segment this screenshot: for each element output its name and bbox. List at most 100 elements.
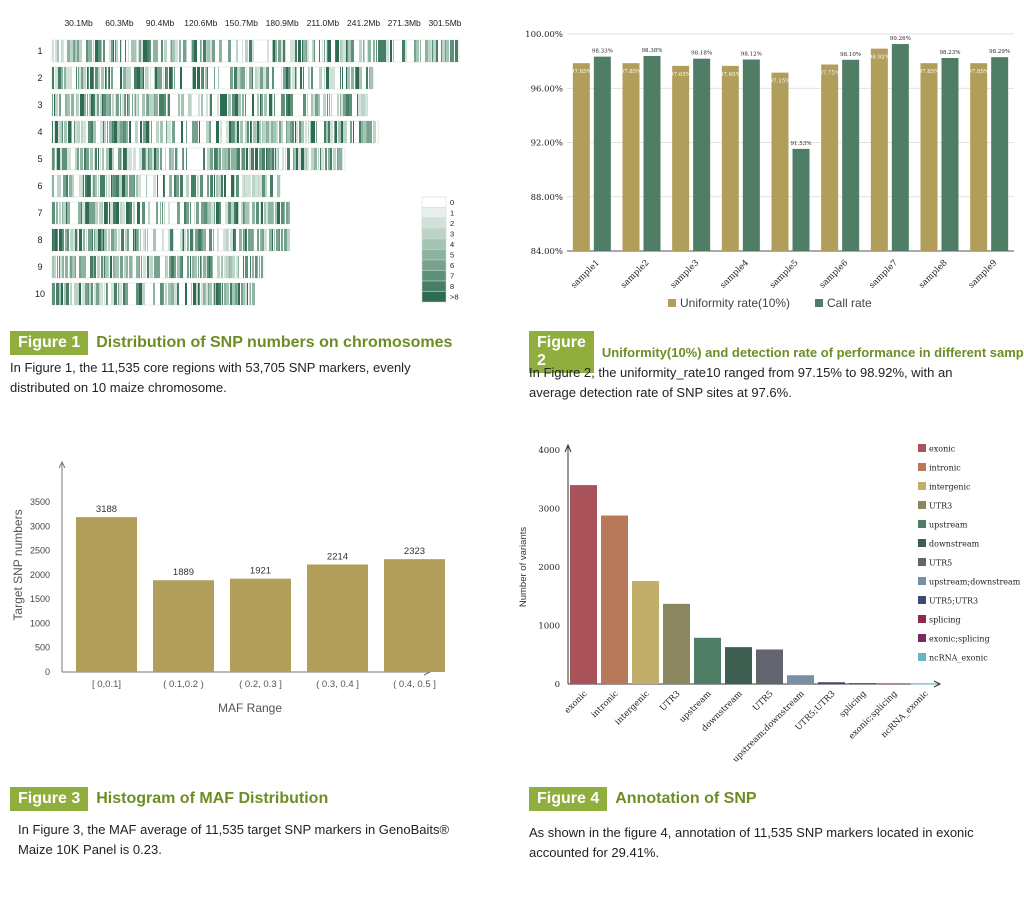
snp-density-stripe [131, 175, 134, 197]
maf-bar [307, 564, 368, 672]
snp-density-stripe [62, 40, 64, 62]
snp-density-stripe [209, 229, 212, 251]
snp-density-stripe [143, 229, 145, 251]
snp-density-stripe [276, 148, 278, 170]
snp-density-stripe [341, 94, 343, 116]
legend-swatch [918, 558, 926, 566]
snp-density-stripe [159, 94, 162, 116]
snp-density-stripe [98, 148, 99, 170]
snp-density-stripe [99, 283, 100, 305]
snp-density-stripe [85, 67, 86, 89]
snp-density-stripe [77, 121, 80, 143]
snp-density-stripe [234, 67, 237, 89]
snp-density-stripe [136, 229, 138, 251]
snp-density-stripe [320, 148, 321, 170]
snp-density-stripe [244, 175, 245, 197]
y-tick-label: 0 [45, 667, 50, 677]
snp-density-stripe [106, 67, 107, 89]
snp-density-stripe [164, 202, 165, 224]
snp-density-stripe [123, 67, 126, 89]
snp-density-stripe [304, 148, 306, 170]
snp-density-stripe [288, 94, 290, 116]
snp-density-stripe [87, 67, 88, 89]
snp-density-stripe [121, 148, 122, 170]
snp-density-stripe [364, 40, 365, 62]
chromosome-bar [51, 39, 460, 63]
snp-density-stripe [163, 67, 164, 89]
annotation-bar [663, 603, 690, 684]
uniformity-bar [870, 48, 888, 252]
figure-4-title: Annotation of SNP [615, 790, 757, 807]
figure-2-caption: Figure 2 Uniformity(10%) and detection r… [529, 331, 1024, 373]
snp-density-stripe [121, 229, 124, 251]
snp-density-stripe [123, 148, 126, 170]
figure-4-description: As shown in the figure 4, annotation of … [529, 823, 974, 863]
snp-density-stripe [91, 283, 93, 305]
data-label: 97.75% [819, 71, 840, 77]
snp-density-stripe [266, 67, 268, 89]
snp-density-stripe [246, 67, 247, 89]
snp-density-stripe [52, 148, 54, 170]
snp-density-stripe [245, 148, 246, 170]
snp-density-stripe [122, 202, 125, 224]
snp-density-stripe [295, 67, 296, 89]
snp-density-stripe [284, 229, 287, 251]
snp-density-stripe [55, 229, 57, 251]
snp-density-stripe [52, 40, 54, 62]
snp-density-stripe [244, 202, 245, 224]
snp-density-stripe [271, 121, 273, 143]
snp-density-stripe [78, 67, 79, 89]
y-tick-label: 0 [555, 680, 560, 690]
snp-density-stripe [365, 94, 368, 116]
snp-density-stripe [109, 67, 110, 89]
snp-density-stripe [324, 121, 326, 143]
annotation-bar [880, 683, 907, 685]
snp-density-stripe [157, 256, 160, 278]
call-rate-bar [643, 55, 661, 251]
snp-density-stripe [210, 148, 213, 170]
snp-density-stripe [308, 121, 309, 143]
snp-density-stripe [228, 229, 229, 251]
snp-density-stripe [238, 202, 239, 224]
snp-density-stripe [316, 121, 317, 143]
snp-density-stripe [65, 256, 68, 278]
snp-density-stripe [266, 202, 268, 224]
annotation-bar [849, 683, 876, 684]
snp-density-stripe [233, 229, 234, 251]
snp-density-stripe [55, 40, 57, 62]
snp-density-stripe [207, 175, 209, 197]
snp-density-stripe [416, 40, 419, 62]
x-tick-label: ( 0.4, 0.5 ] [393, 679, 436, 690]
snp-density-stripe [62, 229, 64, 251]
snp-density-stripe [75, 121, 77, 143]
snp-density-stripe [167, 94, 168, 116]
snp-density-stripe [83, 256, 86, 278]
snp-density-stripe [276, 121, 277, 143]
legend-swatch [918, 634, 926, 642]
snp-density-stripe [286, 67, 288, 89]
snp-density-stripe [282, 148, 284, 170]
snp-density-stripe [198, 229, 201, 251]
legend-swatch [421, 249, 447, 261]
snp-density-stripe [325, 148, 327, 170]
snp-density-stripe [143, 121, 146, 143]
snp-density-stripe [293, 148, 294, 170]
legend-swatch [421, 291, 447, 303]
snp-density-stripe [206, 283, 208, 305]
snp-density-stripe [108, 229, 110, 251]
snp-density-stripe [336, 40, 339, 62]
snp-density-stripe [361, 94, 364, 116]
snp-density-stripe [432, 40, 433, 62]
snp-density-stripe [84, 148, 86, 170]
figure-3-title: Histogram of MAF Distribution [96, 790, 329, 807]
x-tick-label: sample4 [718, 258, 751, 291]
snp-density-stripe [306, 40, 307, 62]
snp-density-stripe [314, 148, 317, 170]
snp-density-stripe [196, 283, 198, 305]
snp-density-stripe [270, 202, 273, 224]
snp-density-stripe [225, 202, 228, 224]
snp-density-stripe [171, 256, 174, 278]
snp-density-stripe [346, 40, 347, 62]
snp-density-stripe [136, 256, 139, 278]
snp-density-stripe [199, 67, 200, 89]
